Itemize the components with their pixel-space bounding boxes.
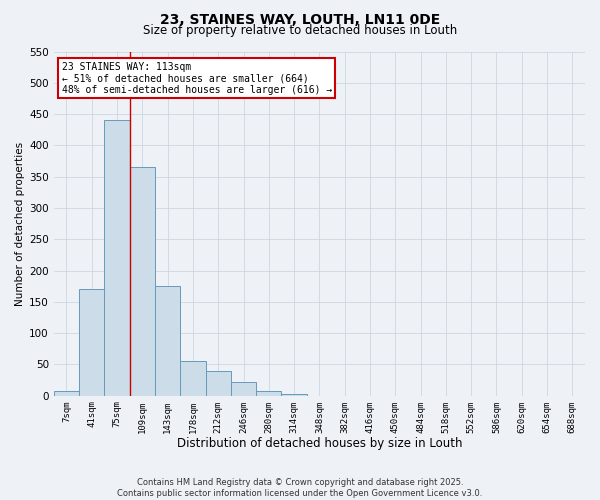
Bar	[54, 390, 79, 396]
Text: Contains HM Land Registry data © Crown copyright and database right 2025.
Contai: Contains HM Land Registry data © Crown c…	[118, 478, 482, 498]
Bar	[130, 168, 155, 396]
Bar	[231, 382, 256, 396]
Text: Size of property relative to detached houses in Louth: Size of property relative to detached ho…	[143, 24, 457, 37]
Y-axis label: Number of detached properties: Number of detached properties	[15, 142, 25, 306]
Bar	[281, 394, 307, 396]
Bar	[206, 370, 231, 396]
Bar	[180, 362, 206, 396]
Text: 23, STAINES WAY, LOUTH, LN11 0DE: 23, STAINES WAY, LOUTH, LN11 0DE	[160, 12, 440, 26]
X-axis label: Distribution of detached houses by size in Louth: Distribution of detached houses by size …	[176, 437, 462, 450]
Bar	[256, 390, 281, 396]
Text: 23 STAINES WAY: 113sqm
← 51% of detached houses are smaller (664)
48% of semi-de: 23 STAINES WAY: 113sqm ← 51% of detached…	[62, 62, 332, 95]
Bar	[79, 290, 104, 396]
Bar	[155, 286, 180, 396]
Bar	[104, 120, 130, 396]
